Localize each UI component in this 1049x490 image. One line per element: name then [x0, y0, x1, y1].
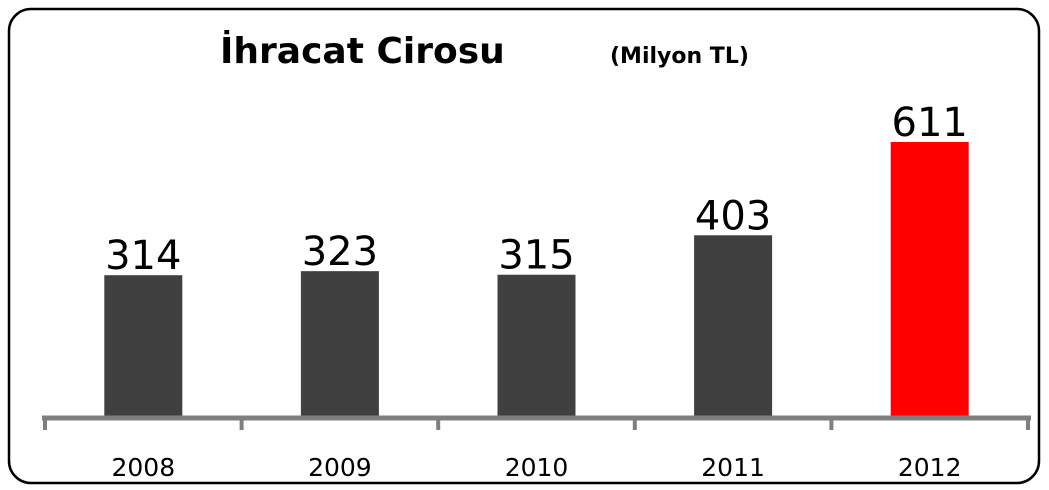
bar — [694, 235, 773, 416]
bar — [497, 274, 576, 416]
x-tick-label: 2012 — [898, 453, 962, 482]
x-tick-label: 2011 — [701, 453, 765, 482]
data-label: 403 — [695, 193, 771, 239]
data-label: 611 — [892, 100, 968, 146]
bar — [300, 271, 379, 416]
x-tick-label: 2008 — [111, 453, 175, 482]
chart-subtitle: (Milyon TL) — [610, 44, 749, 69]
data-label: 323 — [302, 229, 378, 275]
bar — [104, 275, 183, 416]
data-label: 315 — [498, 233, 574, 279]
data-label: 314 — [105, 233, 181, 279]
x-tick-label: 2009 — [308, 453, 372, 482]
chart-title: İhracat Cirosu — [220, 30, 505, 72]
plot — [104, 142, 969, 416]
x-tick-label: 2010 — [505, 453, 569, 482]
chart-frame — [7, 7, 1041, 485]
bar — [890, 142, 969, 416]
